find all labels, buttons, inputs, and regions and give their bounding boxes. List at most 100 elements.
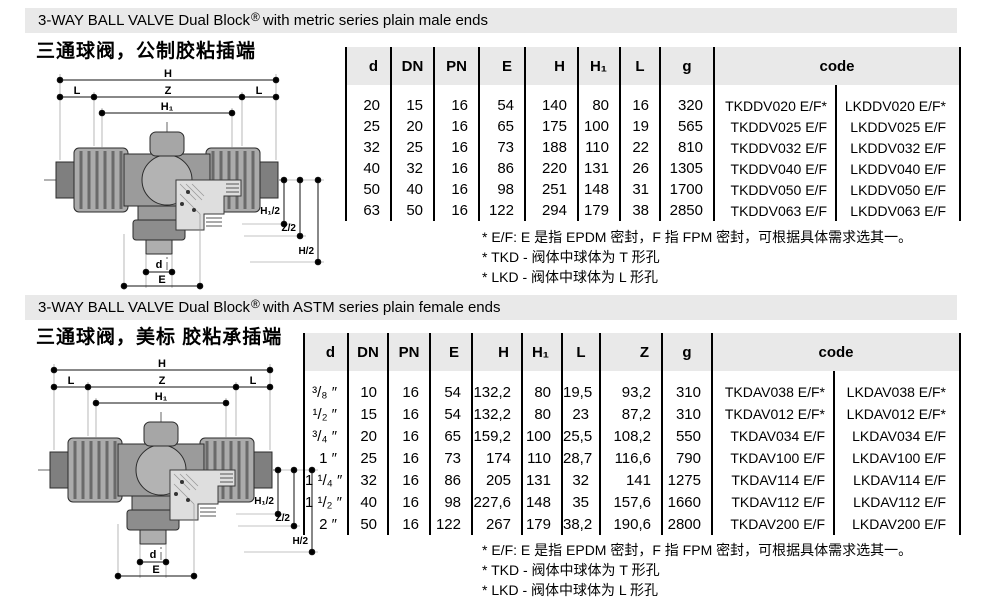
cell: 25,5 bbox=[561, 425, 600, 447]
cell: 188 bbox=[524, 137, 578, 158]
column-header-h: H bbox=[471, 333, 522, 371]
column-header-h: H bbox=[524, 47, 578, 85]
cell: 54 bbox=[429, 403, 472, 425]
footnote-tkd: * TKD - 阀体中球体为 T 形孔 bbox=[482, 249, 660, 265]
table-row: 50 40 16 98 251 148 31 1700 TKDDV050 E/F LKDDV050… bbox=[345, 179, 961, 200]
cell: 1 ″ bbox=[303, 447, 348, 469]
cell: 16 bbox=[433, 158, 479, 179]
cell: 16 bbox=[433, 200, 479, 221]
cell: 132,2 bbox=[471, 403, 522, 425]
cell: 1 ¹/₂ ″ bbox=[303, 491, 348, 513]
table-row: 1 ¹/₂ ″ 40 16 98 227,6 148 35 157,6 1660 TKDAV112… bbox=[303, 491, 961, 513]
cell: 294 bbox=[524, 200, 578, 221]
table-row: ¹/₂ ″ 15 16 54 132,2 80 23 87,2 310 TKDAV012 E/F*… bbox=[303, 403, 961, 425]
column-header-pn: PN bbox=[387, 333, 430, 371]
valve-cross-section-diagram: H L Z L H₁ H₁/2 Z/2 H/2 d E bbox=[38, 358, 318, 580]
cell-code-tkd: TKDDV050 E/F bbox=[713, 179, 836, 200]
dim-label-l-left: L bbox=[68, 375, 75, 387]
section2-title-suffix: with ASTM series plain female ends bbox=[262, 299, 501, 316]
cell-code-tkd: TKDDV063 E/F bbox=[713, 200, 836, 221]
table-row: 40 32 16 86 220 131 26 1305 TKDDV040 E/F LKDDV040… bbox=[345, 158, 961, 179]
table-row: 63 50 16 122 294 179 38 2850 TKDDV063 E/F LKDDV06… bbox=[345, 200, 961, 221]
cell-code-tkd: TKDDV040 E/F bbox=[713, 158, 836, 179]
cell: 100 bbox=[577, 116, 620, 137]
section1-title-band: 3-WAY BALL VALVE Dual Block ® with metric … bbox=[25, 8, 957, 33]
cell: 32 bbox=[390, 158, 434, 179]
column-header-e: E bbox=[478, 47, 525, 85]
cell: 116,6 bbox=[599, 447, 662, 469]
dim-label-h1: H₁ bbox=[161, 101, 174, 113]
table1-body: 20 15 16 54 140 80 16 320 TKDDV020 E/F* LKDDV020 … bbox=[345, 85, 961, 221]
cell: 40 bbox=[390, 179, 434, 200]
dim-label-e: E bbox=[152, 564, 159, 576]
column-header-g: g bbox=[659, 47, 714, 85]
dim-label-l-right: L bbox=[256, 85, 263, 97]
cell: 179 bbox=[577, 200, 620, 221]
valve-drawing bbox=[38, 412, 276, 560]
cell: 32 bbox=[345, 137, 391, 158]
cell: 38 bbox=[619, 200, 660, 221]
header-gap-row bbox=[345, 85, 961, 95]
column-header-d: d bbox=[303, 333, 348, 371]
cell: 220 bbox=[524, 158, 578, 179]
cell: 65 bbox=[429, 425, 472, 447]
cell: 2800 bbox=[661, 513, 712, 535]
cell-code-lkd: LKDDV050 E/F bbox=[834, 179, 961, 200]
cell: 80 bbox=[577, 95, 620, 116]
column-header-d: d bbox=[345, 47, 391, 85]
cell: 98 bbox=[478, 179, 525, 200]
cell: 19,5 bbox=[561, 381, 600, 403]
cell: 175 bbox=[524, 116, 578, 137]
cell: 16 bbox=[387, 381, 430, 403]
cell: 1660 bbox=[661, 491, 712, 513]
cell: 550 bbox=[661, 425, 712, 447]
cell: 15 bbox=[347, 403, 388, 425]
table2-body: ³/₈ ″ 10 16 54 132,2 80 19,5 93,2 310 TKDAV038 E/… bbox=[303, 371, 961, 535]
cell: 50 bbox=[345, 179, 391, 200]
cell: 1700 bbox=[659, 179, 714, 200]
cell: 40 bbox=[347, 491, 388, 513]
cell: 23 bbox=[561, 403, 600, 425]
cell: 1 ¹/₄ ″ bbox=[303, 469, 348, 491]
table-row: 32 25 16 73 188 110 22 810 TKDDV032 E/F LKDDV032 … bbox=[345, 137, 961, 158]
cell: 1275 bbox=[661, 469, 712, 491]
cell: 16 bbox=[387, 513, 430, 535]
cell: 810 bbox=[659, 137, 714, 158]
cell: 73 bbox=[478, 137, 525, 158]
table-row: 25 20 16 65 175 100 19 565 TKDDV025 E/F LKDDV025 … bbox=[345, 116, 961, 137]
column-header-l: L bbox=[619, 47, 660, 85]
cell: 16 bbox=[387, 447, 430, 469]
cell: 32 bbox=[561, 469, 600, 491]
cell-code-lkd: LKDDV063 E/F bbox=[834, 200, 961, 221]
cell: 15 bbox=[390, 95, 434, 116]
cell-code-tkd: TKDAV038 E/F* bbox=[711, 381, 834, 403]
cell: 140 bbox=[524, 95, 578, 116]
dim-label-h1-half: H₁/2 bbox=[260, 206, 280, 217]
table-row: 1 ¹/₄ ″ 32 16 86 205 131 32 141 1275 TKDAV114 E/F… bbox=[303, 469, 961, 491]
section1-title-suffix: with metric series plain male ends bbox=[262, 12, 488, 29]
cell: 50 bbox=[390, 200, 434, 221]
cell-code-lkd: LKDAV112 E/F bbox=[832, 491, 961, 513]
dim-label-z: Z bbox=[159, 375, 166, 387]
cell-code-lkd: LKDDV025 E/F bbox=[834, 116, 961, 137]
column-header-code: code bbox=[712, 47, 961, 85]
cell: 20 bbox=[345, 95, 391, 116]
cell: 2850 bbox=[659, 200, 714, 221]
footnote-ef: * E/F: E 是指 EPDM 密封，F 指 FPM 密封，可根据具体需求选其… bbox=[482, 229, 913, 245]
valve-drawing bbox=[44, 122, 282, 270]
footnote-lkd: * LKD - 阀体中球体为 L 形孔 bbox=[482, 582, 659, 598]
column-header-h: H₁ bbox=[577, 47, 620, 85]
column-header-dn: DN bbox=[347, 333, 388, 371]
section2-title-band: 3-WAY BALL VALVE Dual Block ® with ASTM se… bbox=[25, 295, 957, 320]
cell: 227,6 bbox=[471, 491, 522, 513]
cell: 50 bbox=[347, 513, 388, 535]
cell: 16 bbox=[433, 137, 479, 158]
cell: 38,2 bbox=[561, 513, 600, 535]
dim-label-h: H bbox=[158, 358, 166, 370]
cell: 310 bbox=[661, 381, 712, 403]
cell: 20 bbox=[390, 116, 434, 137]
cell: 86 bbox=[478, 158, 525, 179]
cell: 25 bbox=[390, 137, 434, 158]
table-row: ³/₈ ″ 10 16 54 132,2 80 19,5 93,2 310 TKDAV038 E/… bbox=[303, 381, 961, 403]
